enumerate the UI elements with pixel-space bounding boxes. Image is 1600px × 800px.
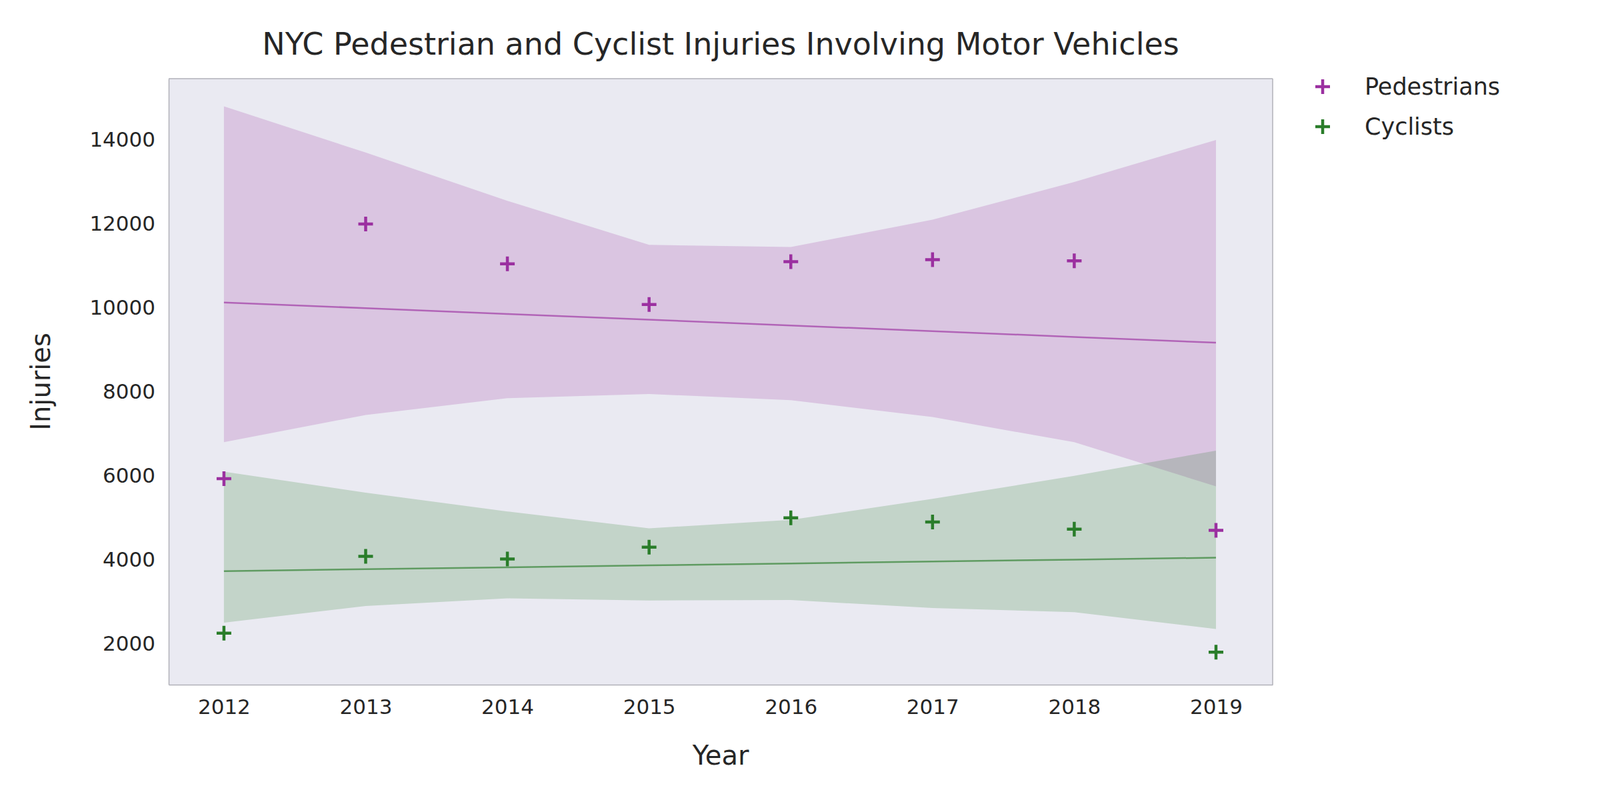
tick-label: 8000	[102, 379, 156, 404]
tick: 12000	[89, 211, 169, 236]
tick: 2013	[340, 684, 393, 719]
data-point	[1066, 253, 1082, 268]
y-axis: 2000 4000 6000 8000 10000 12000 14000	[89, 79, 169, 686]
tick-label: 2014	[481, 694, 534, 719]
tick-label: 2013	[340, 694, 393, 719]
tick: 2017	[906, 684, 960, 719]
data-point	[1066, 522, 1082, 537]
tick-label: 2018	[1048, 694, 1101, 719]
tick-label: 10000	[89, 295, 156, 320]
data-point	[642, 540, 657, 555]
tick-label: 2019	[1190, 694, 1243, 719]
tick-label: 2016	[764, 694, 818, 719]
data-point	[358, 549, 373, 564]
axis-line	[169, 684, 1274, 686]
chart: 2012 2013 2014 2015 2016 2017 2018 2019 2000 4000…	[0, 0, 1600, 800]
tick-label: 2017	[906, 694, 960, 719]
title: NYC Pedestrian and Cyclist Injuries Invo…	[262, 26, 1179, 62]
data-point	[216, 471, 232, 486]
tick: 2016	[764, 684, 818, 719]
data-point	[642, 297, 657, 312]
tick-label: 2012	[198, 694, 251, 719]
data-point	[925, 514, 940, 530]
frame	[1272, 78, 1274, 685]
tick: 10000	[89, 295, 169, 320]
plot-background	[168, 78, 1273, 685]
tick: 2018	[1048, 684, 1101, 719]
tick-label: 2015	[623, 694, 676, 719]
plot: 2012 2013 2014 2015 2016 2017 2018 2019 2000 4000…	[89, 78, 1273, 719]
confidence-band	[224, 106, 1216, 487]
data-point	[500, 551, 515, 566]
tick-label: 4000	[102, 547, 156, 572]
legend-item: Pedestrians	[1315, 73, 1500, 100]
data-point	[1208, 523, 1224, 538]
data-point	[783, 254, 798, 270]
legend-item: Cyclists	[1315, 113, 1454, 140]
data-point	[1208, 644, 1224, 660]
tick-label: 2000	[102, 631, 156, 656]
tick: 4000	[102, 547, 169, 572]
tick: 6000	[102, 463, 169, 488]
tick: 2019	[1190, 684, 1243, 719]
tick-label: 12000	[89, 211, 156, 236]
trend-line	[224, 302, 1216, 343]
tick: 14000	[89, 127, 169, 152]
legend-label: Cyclists	[1364, 113, 1454, 140]
data-point	[500, 256, 515, 272]
legend: Pedestrians Cyclists	[1315, 73, 1500, 140]
data-point	[783, 510, 798, 526]
y-axis-title: Injuries	[25, 332, 56, 431]
legend-marker	[1315, 79, 1330, 94]
marks	[216, 106, 1224, 660]
legend-marker	[1315, 119, 1330, 134]
x-axis-title: Year	[692, 740, 750, 771]
trend-line	[224, 558, 1216, 572]
data-point	[216, 626, 232, 641]
tick: 2015	[623, 684, 676, 719]
confidence-band	[224, 450, 1216, 630]
tick: 2012	[198, 684, 251, 719]
tick-label: 6000	[102, 463, 156, 488]
frame	[168, 78, 1273, 80]
tick: 2000	[102, 631, 169, 656]
data-point	[358, 216, 373, 232]
x-axis: 2012 2013 2014 2015 2016 2017 2018 2019	[169, 684, 1274, 719]
tick-label: 14000	[89, 127, 156, 152]
tick: 8000	[102, 379, 169, 404]
axis-line	[168, 79, 170, 686]
data-point	[925, 252, 940, 267]
tick: 2014	[481, 684, 534, 719]
legend-label: Pedestrians	[1364, 73, 1500, 100]
